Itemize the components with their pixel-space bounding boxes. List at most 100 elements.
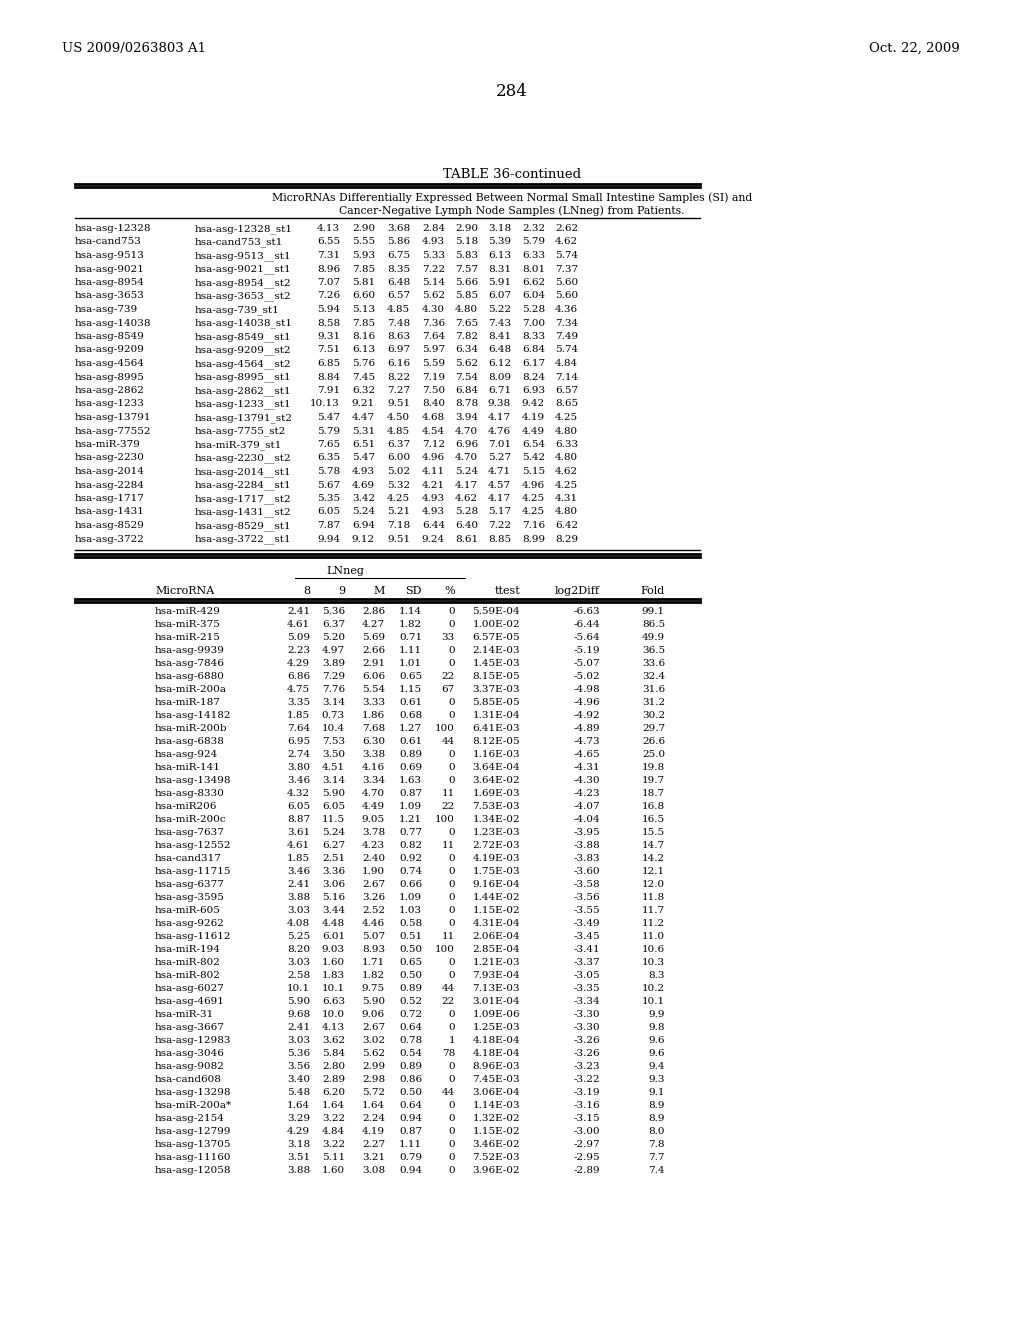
Text: 4.71: 4.71: [487, 467, 511, 477]
Text: 8.12E-05: 8.12E-05: [472, 737, 520, 746]
Text: 5.60: 5.60: [555, 279, 578, 286]
Text: 8.93: 8.93: [361, 945, 385, 954]
Text: 11.2: 11.2: [642, 919, 665, 928]
Text: 9.21: 9.21: [352, 400, 375, 408]
Text: 9.38: 9.38: [487, 400, 511, 408]
Text: hsa-miR-802: hsa-miR-802: [155, 958, 221, 968]
Text: -6.44: -6.44: [573, 620, 600, 630]
Text: 6.51: 6.51: [352, 440, 375, 449]
Text: 5.94: 5.94: [316, 305, 340, 314]
Text: -4.89: -4.89: [573, 723, 600, 733]
Text: 0.89: 0.89: [399, 750, 422, 759]
Text: 33: 33: [441, 634, 455, 642]
Text: 7.93E-04: 7.93E-04: [472, 972, 520, 979]
Text: 0: 0: [449, 1140, 455, 1148]
Text: 2.67: 2.67: [361, 880, 385, 888]
Text: 5.47: 5.47: [352, 454, 375, 462]
Text: 5.66: 5.66: [455, 279, 478, 286]
Text: 5.78: 5.78: [316, 467, 340, 477]
Text: 2.98: 2.98: [361, 1074, 385, 1084]
Text: 5.83: 5.83: [455, 251, 478, 260]
Text: 5.79: 5.79: [316, 426, 340, 436]
Text: 3.06: 3.06: [322, 880, 345, 888]
Text: 9.51: 9.51: [387, 400, 410, 408]
Text: 3.35: 3.35: [287, 698, 310, 708]
Text: 0: 0: [449, 919, 455, 928]
Text: 5.62: 5.62: [361, 1049, 385, 1059]
Text: 1.23E-03: 1.23E-03: [472, 828, 520, 837]
Text: 4.51: 4.51: [322, 763, 345, 772]
Text: 0.87: 0.87: [399, 1127, 422, 1137]
Text: 7.07: 7.07: [316, 279, 340, 286]
Text: hsa-asg-8995: hsa-asg-8995: [75, 372, 144, 381]
Text: 4.96: 4.96: [522, 480, 545, 490]
Text: 2.99: 2.99: [361, 1063, 385, 1071]
Text: 1.85: 1.85: [287, 711, 310, 719]
Text: 8.85: 8.85: [487, 535, 511, 544]
Text: 3.14: 3.14: [322, 776, 345, 785]
Text: 31.6: 31.6: [642, 685, 665, 694]
Text: 8.99: 8.99: [522, 535, 545, 544]
Text: 5.55: 5.55: [352, 238, 375, 247]
Text: 7.13E-03: 7.13E-03: [472, 983, 520, 993]
Text: 1.71: 1.71: [361, 958, 385, 968]
Text: MicroRNAs Differentially Expressed Between Normal Small Intestine Samples (SI) a: MicroRNAs Differentially Expressed Betwe…: [272, 191, 752, 202]
Text: 3.96E-02: 3.96E-02: [472, 1166, 520, 1175]
Text: 33.6: 33.6: [642, 659, 665, 668]
Text: 8.16: 8.16: [352, 333, 375, 341]
Text: 5.59E-04: 5.59E-04: [472, 607, 520, 616]
Text: hsa-miR-200b: hsa-miR-200b: [155, 723, 227, 733]
Text: 7.12: 7.12: [422, 440, 445, 449]
Text: -6.63: -6.63: [573, 607, 600, 616]
Text: 7.76: 7.76: [322, 685, 345, 694]
Text: 16.8: 16.8: [642, 803, 665, 810]
Text: -2.89: -2.89: [573, 1166, 600, 1175]
Text: -3.41: -3.41: [573, 945, 600, 954]
Text: 6.20: 6.20: [322, 1088, 345, 1097]
Text: 1.69E-03: 1.69E-03: [472, 789, 520, 799]
Text: 2.72E-03: 2.72E-03: [472, 841, 520, 850]
Text: 2.52: 2.52: [361, 906, 385, 915]
Text: 6.84: 6.84: [522, 346, 545, 355]
Text: 4.93: 4.93: [352, 467, 375, 477]
Text: Cancer-Negative Lymph Node Samples (LNneg) from Patients.: Cancer-Negative Lymph Node Samples (LNne…: [339, 205, 685, 215]
Text: 7.54: 7.54: [455, 372, 478, 381]
Text: 5.90: 5.90: [361, 997, 385, 1006]
Text: hsa-asg-8954__st2: hsa-asg-8954__st2: [195, 279, 292, 288]
Text: 11.0: 11.0: [642, 932, 665, 941]
Text: 6.62: 6.62: [522, 279, 545, 286]
Text: 1.03: 1.03: [399, 906, 422, 915]
Text: 4.17: 4.17: [455, 480, 478, 490]
Text: 0: 0: [449, 867, 455, 876]
Text: 4.62: 4.62: [555, 467, 578, 477]
Text: Fold: Fold: [641, 586, 665, 597]
Text: 5.97: 5.97: [422, 346, 445, 355]
Text: 9.68: 9.68: [287, 1010, 310, 1019]
Text: 2.66: 2.66: [361, 645, 385, 655]
Text: 2.91: 2.91: [361, 659, 385, 668]
Text: 3.26: 3.26: [361, 894, 385, 902]
Text: 11.5: 11.5: [322, 814, 345, 824]
Text: 4.30: 4.30: [422, 305, 445, 314]
Text: 0: 0: [449, 1166, 455, 1175]
Text: 3.29: 3.29: [287, 1114, 310, 1123]
Text: 7.31: 7.31: [316, 251, 340, 260]
Text: hsa-miR-215: hsa-miR-215: [155, 634, 221, 642]
Text: hsa-asg-6880: hsa-asg-6880: [155, 672, 225, 681]
Text: 1.64: 1.64: [322, 1101, 345, 1110]
Text: 6.12: 6.12: [487, 359, 511, 368]
Text: hsa-asg-8529__st1: hsa-asg-8529__st1: [195, 521, 292, 531]
Text: 4.16: 4.16: [361, 763, 385, 772]
Text: 3.22: 3.22: [322, 1140, 345, 1148]
Text: ttest: ttest: [495, 586, 520, 597]
Text: 1.60: 1.60: [322, 1166, 345, 1175]
Text: hsa-asg-13791_st2: hsa-asg-13791_st2: [195, 413, 293, 422]
Text: hsa-asg-1717: hsa-asg-1717: [75, 494, 144, 503]
Text: hsa-asg-11715: hsa-asg-11715: [155, 867, 231, 876]
Text: hsa-asg-2154: hsa-asg-2154: [155, 1114, 225, 1123]
Text: 1.01: 1.01: [399, 659, 422, 668]
Text: 4.18E-04: 4.18E-04: [472, 1036, 520, 1045]
Text: 9.24: 9.24: [422, 535, 445, 544]
Text: 6.05: 6.05: [316, 507, 340, 516]
Text: 3.51: 3.51: [287, 1152, 310, 1162]
